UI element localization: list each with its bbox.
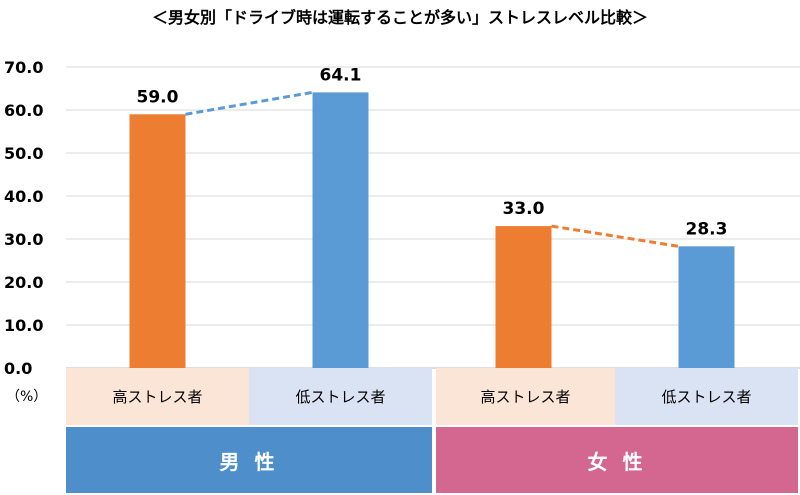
category-label: 低ストレス者: [615, 368, 798, 425]
trend-connector: [551, 224, 679, 248]
group-label: 女 性: [436, 427, 798, 493]
bar: [678, 246, 735, 368]
trend-connector: [185, 90, 313, 116]
data-label: 33.0: [503, 199, 545, 219]
y-tick-label: 50.0: [4, 144, 43, 163]
bar: [312, 92, 369, 369]
y-tick-label: 20.0: [4, 273, 43, 292]
category-label: 低ストレス者: [249, 368, 432, 425]
y-axis-unit: （%）: [6, 389, 48, 405]
data-label: 64.1: [320, 65, 362, 85]
y-tick-label: 10.0: [4, 316, 43, 335]
y-tick-label: 40.0: [4, 187, 43, 206]
y-tick-label: 0.0: [4, 359, 32, 378]
y-tick-label: 60.0: [4, 101, 43, 120]
data-label: 59.0: [137, 87, 179, 107]
category-label: 高ストレス者: [66, 368, 249, 425]
group-label: 男 性: [66, 427, 432, 493]
bar: [495, 226, 552, 368]
bar: [129, 114, 186, 368]
data-label: 28.3: [686, 219, 728, 239]
y-tick-label: 70.0: [4, 58, 43, 77]
y-tick-label: 30.0: [4, 230, 43, 249]
category-label: 高ストレス者: [436, 368, 615, 425]
chart-title: ＜男女別「ドライブ時は運転することが多い」ストレスレベル比較＞: [151, 8, 648, 27]
